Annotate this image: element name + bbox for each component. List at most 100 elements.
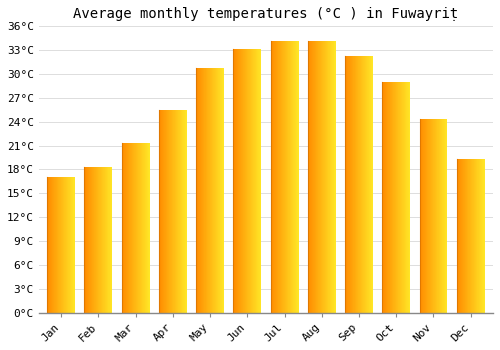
- Bar: [51, 177, 52, 313]
- Bar: [162, 110, 163, 313]
- Bar: [383, 82, 384, 313]
- Bar: [426, 119, 427, 313]
- Bar: [168, 110, 169, 313]
- Bar: [309, 41, 310, 313]
- Bar: [257, 49, 258, 313]
- Bar: [390, 82, 391, 313]
- Bar: [364, 56, 365, 313]
- Bar: [213, 69, 214, 313]
- Bar: [314, 41, 315, 313]
- Bar: [403, 82, 404, 313]
- Bar: [468, 159, 469, 313]
- Bar: [366, 56, 367, 313]
- Bar: [385, 82, 386, 313]
- Bar: [245, 49, 246, 313]
- Bar: [328, 41, 329, 313]
- Bar: [200, 69, 201, 313]
- Bar: [95, 167, 96, 313]
- Bar: [388, 82, 389, 313]
- Title: Average monthly temperatures (°C ) in Fuwayriṭ: Average monthly temperatures (°C ) in Fu…: [74, 7, 458, 21]
- Bar: [290, 41, 291, 313]
- Bar: [223, 69, 224, 313]
- Bar: [145, 143, 146, 313]
- Bar: [319, 41, 320, 313]
- Bar: [222, 69, 223, 313]
- Bar: [260, 49, 262, 313]
- Bar: [239, 49, 240, 313]
- Bar: [185, 110, 186, 313]
- Bar: [420, 119, 421, 313]
- Bar: [136, 143, 138, 313]
- Bar: [351, 56, 352, 313]
- Bar: [398, 82, 399, 313]
- Bar: [247, 49, 248, 313]
- Bar: [148, 143, 149, 313]
- Bar: [111, 167, 112, 313]
- Bar: [147, 143, 148, 313]
- Bar: [465, 159, 466, 313]
- Bar: [109, 167, 110, 313]
- Bar: [134, 143, 135, 313]
- Bar: [315, 41, 316, 313]
- Bar: [214, 69, 215, 313]
- Bar: [68, 177, 69, 313]
- Bar: [400, 82, 402, 313]
- Bar: [53, 177, 54, 313]
- Bar: [330, 41, 332, 313]
- Bar: [329, 41, 330, 313]
- Bar: [370, 56, 372, 313]
- Bar: [402, 82, 403, 313]
- Bar: [289, 41, 290, 313]
- Bar: [103, 167, 104, 313]
- Bar: [358, 56, 359, 313]
- Bar: [350, 56, 351, 313]
- Bar: [458, 159, 459, 313]
- Bar: [183, 110, 184, 313]
- Bar: [149, 143, 150, 313]
- Bar: [93, 167, 94, 313]
- Bar: [107, 167, 108, 313]
- Bar: [52, 177, 53, 313]
- Bar: [284, 41, 285, 313]
- Bar: [283, 41, 284, 313]
- Bar: [62, 177, 63, 313]
- Bar: [278, 41, 279, 313]
- Bar: [196, 69, 197, 313]
- Bar: [142, 143, 143, 313]
- Bar: [326, 41, 327, 313]
- Bar: [335, 41, 336, 313]
- Bar: [409, 82, 410, 313]
- Bar: [427, 119, 428, 313]
- Bar: [444, 119, 445, 313]
- Bar: [208, 69, 209, 313]
- Bar: [457, 159, 458, 313]
- Bar: [437, 119, 438, 313]
- Bar: [94, 167, 95, 313]
- Bar: [140, 143, 141, 313]
- Bar: [205, 69, 206, 313]
- Bar: [446, 119, 447, 313]
- Bar: [174, 110, 175, 313]
- Bar: [211, 69, 212, 313]
- Bar: [184, 110, 185, 313]
- Bar: [432, 119, 433, 313]
- Bar: [141, 143, 142, 313]
- Bar: [74, 177, 75, 313]
- Bar: [318, 41, 319, 313]
- Bar: [175, 110, 176, 313]
- Bar: [130, 143, 131, 313]
- Bar: [473, 159, 474, 313]
- Bar: [333, 41, 334, 313]
- Bar: [293, 41, 294, 313]
- Bar: [352, 56, 353, 313]
- Bar: [447, 119, 448, 313]
- Bar: [357, 56, 358, 313]
- Bar: [243, 49, 244, 313]
- Bar: [297, 41, 298, 313]
- Bar: [250, 49, 251, 313]
- Bar: [474, 159, 475, 313]
- Bar: [146, 143, 147, 313]
- Bar: [360, 56, 361, 313]
- Bar: [288, 41, 289, 313]
- Bar: [65, 177, 66, 313]
